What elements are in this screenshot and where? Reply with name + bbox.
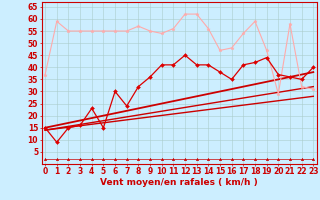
X-axis label: Vent moyen/en rafales ( km/h ): Vent moyen/en rafales ( km/h ) — [100, 178, 258, 187]
